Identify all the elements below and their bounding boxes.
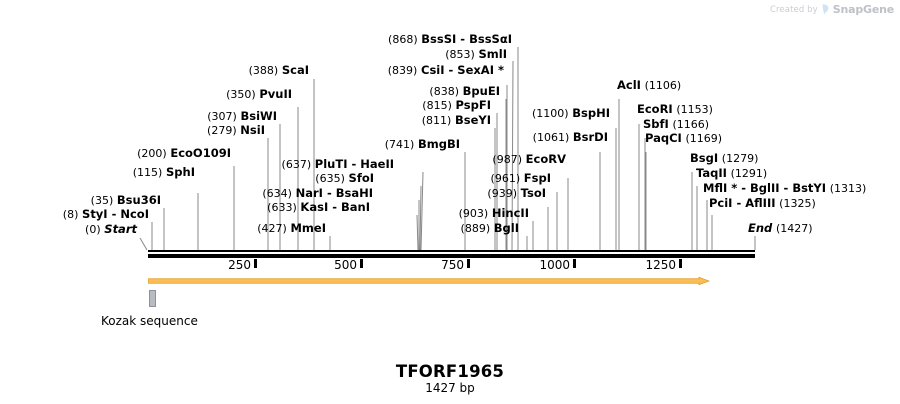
site-label-bpuei[interactable]: (838) BpuEI [429,84,500,99]
ruler-label-1250: 1250 [645,258,676,272]
site-label-csii-sexai[interactable]: (839) CsiI - SexAI * [387,63,504,78]
ruler-tick-500 [360,259,363,268]
ruler-label-1000: 1000 [539,258,570,272]
site-label-start[interactable]: (0) Start [85,222,137,237]
ruler-tick-1000 [573,259,576,268]
site-label-ecori[interactable]: EcoRI (1153) [637,102,713,117]
site-label-kasi-bani[interactable]: (633) KasI - BanI [267,200,370,215]
site-label-bsphi[interactable]: (1100) BspHI [532,106,610,121]
sequence-backbone-upper [148,250,755,252]
site-label-fspi[interactable]: (961) FspI [490,171,551,186]
ruler-tick-1250 [679,259,682,268]
site-label-nari-bsahi[interactable]: (634) NarI - BsaHI [262,186,373,201]
snapgene-logo-icon [822,4,829,15]
site-label-pvuii[interactable]: (350) PvuII [226,87,292,102]
snapgene-watermark: Created by SnapGene [770,3,894,16]
site-label-bsrdi[interactable]: (1061) BsrDI [532,130,608,145]
site-label-end[interactable]: End (1427) [748,221,813,236]
watermark-brand-text: SnapGene [832,3,894,16]
sequence-backbone-lower[interactable] [148,254,755,258]
site-label-bgli[interactable]: (889) BglI [460,221,519,236]
site-label-bsiwi[interactable]: (307) BsiWI [207,109,277,124]
site-label-hincii[interactable]: (903) HincII [458,206,529,221]
site-label-smli[interactable]: (853) SmlI [445,47,507,62]
watermark-created-by-text: Created by [769,4,818,15]
site-label-bsssi-bsssai[interactable]: (868) BssSI - BssSαI [388,32,512,47]
site-label-acli[interactable]: AclI (1106) [617,78,682,93]
site-label-mmei[interactable]: (427) MmeI [257,221,326,236]
site-label-sbfi[interactable]: SbfI (1166) [643,117,710,132]
site-label-scai[interactable]: (388) ScaI [248,63,309,78]
ruler-label-250: 250 [228,258,251,272]
site-label-sphi[interactable]: (115) SphI [132,165,195,180]
map-title: TFORF1965 [395,362,505,381]
ruler-tick-750 [467,259,470,268]
site-label-bsgi[interactable]: BsgI (1279) [690,151,759,166]
site-label-pcii-afliii[interactable]: PciI - AflIII (1325) [709,196,816,211]
ruler-label-500: 500 [334,258,357,272]
site-label-bseyi[interactable]: (811) BseYI [421,113,491,128]
site-label-sfoi[interactable]: (635) SfoI [315,171,374,186]
ruler-label-750: 750 [441,258,464,272]
site-label-pspfi[interactable]: (815) PspFI [422,98,491,113]
site-label-taqii[interactable]: TaqII (1291) [696,166,768,181]
site-label-ecoo109i[interactable]: (200) EcoO109I [137,146,231,161]
site-label-nsii[interactable]: (279) NsiI [207,123,265,138]
orf-feature-arrow[interactable] [148,277,710,285]
site-label-ecorv[interactable]: (987) EcoRV [492,152,566,167]
site-label-bsu36i[interactable]: (35) Bsu36I [90,193,161,208]
site-label-mfli-bglii-bstyi[interactable]: MflI * - BglII - BstYI (1313) [703,181,867,196]
site-label-paqci[interactable]: PaqCI (1169) [645,131,723,146]
site-label-bmgbi[interactable]: (741) BmgBI [384,137,460,152]
site-label-styi-ncoi[interactable]: (8) StyI - NcoI [62,207,149,222]
site-label-pluti-haeii[interactable]: (637) PluTI - HaeII [281,157,394,172]
map-length-label: 1427 bp [425,381,475,395]
kozak-sequence-feature-box[interactable] [149,290,156,307]
site-label-tsoi[interactable]: (939) TsoI [487,186,546,201]
kozak-sequence-label: Kozak sequence [101,314,198,328]
ruler-tick-250 [254,259,257,268]
